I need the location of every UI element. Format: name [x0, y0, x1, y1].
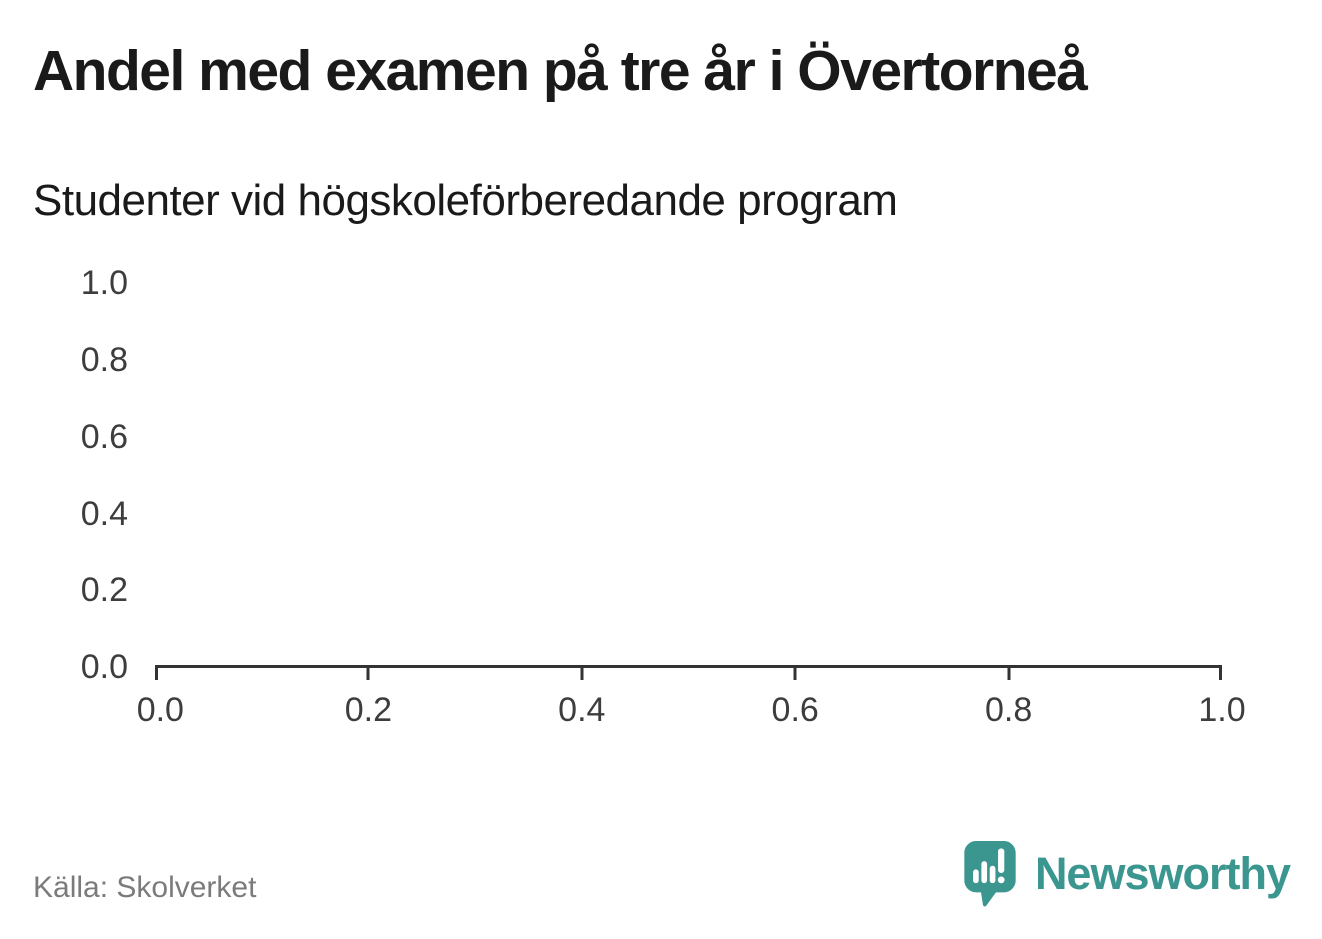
x-tick-label: 0.6: [771, 691, 819, 729]
y-tick-label: 0.2: [80, 571, 128, 609]
x-tick-label: 0.2: [344, 691, 393, 729]
y-tick-label: 0.4: [80, 495, 128, 533]
y-tick-label: 0.0: [80, 648, 128, 686]
x-axis-tick: [793, 665, 797, 680]
newsworthy-wordmark: Newsworthy: [1034, 848, 1291, 899]
x-axis-tick: [1219, 665, 1222, 680]
y-tick-label: 0.6: [80, 418, 128, 456]
x-tick-label: 0.8: [984, 691, 1033, 729]
plot-area: 0.0 0.2 0.4 0.6 0.8 1.0: [137, 283, 1246, 727]
source-label: Källa: Skolverket: [33, 871, 257, 904]
newsworthy-logo: Newsworthy: [964, 841, 1291, 907]
y-axis-tick-labels: 1.0 0.8 0.6 0.4 0.2 0.0: [0, 0, 128, 939]
x-tick-label: 1.0: [1198, 691, 1246, 729]
chart-title: Andel med examen på tre år i Övertorneå: [33, 39, 1088, 103]
x-axis-tick: [580, 665, 584, 680]
x-axis-line: [155, 665, 1222, 668]
x-tick-label: 0.4: [558, 691, 606, 729]
speech-bubble-bar-chart-icon: [964, 841, 1016, 907]
y-tick-label: 0.8: [80, 341, 128, 379]
x-tick-label: 0.0: [136, 691, 184, 729]
x-axis-tick: [1007, 665, 1011, 680]
x-axis-tick: [366, 665, 370, 680]
chart-subtitle: Studenter vid högskoleförberedande progr…: [33, 176, 898, 225]
x-axis-tick: [155, 665, 158, 680]
y-tick-label: 1.0: [80, 264, 128, 302]
